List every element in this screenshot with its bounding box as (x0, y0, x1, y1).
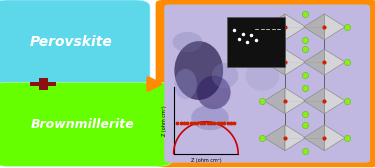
FancyBboxPatch shape (0, 82, 172, 166)
FancyBboxPatch shape (39, 78, 48, 90)
Ellipse shape (174, 69, 197, 99)
Ellipse shape (191, 105, 229, 130)
Polygon shape (304, 14, 324, 40)
Polygon shape (324, 125, 345, 151)
Ellipse shape (172, 32, 202, 52)
Polygon shape (264, 125, 285, 151)
Text: Brownmillerite: Brownmillerite (31, 118, 134, 131)
Ellipse shape (236, 32, 274, 52)
FancyBboxPatch shape (227, 17, 285, 67)
FancyBboxPatch shape (0, 0, 150, 84)
Ellipse shape (212, 63, 238, 88)
Polygon shape (304, 125, 324, 151)
Text: Perovskite: Perovskite (30, 35, 112, 49)
Polygon shape (304, 49, 324, 75)
Polygon shape (264, 49, 285, 75)
Ellipse shape (197, 76, 231, 109)
Text: Z (ohm cm²): Z (ohm cm²) (190, 158, 221, 163)
Polygon shape (264, 14, 285, 40)
FancyBboxPatch shape (30, 82, 56, 86)
Ellipse shape (174, 41, 223, 100)
Polygon shape (324, 49, 345, 75)
Polygon shape (285, 125, 306, 151)
FancyBboxPatch shape (156, 0, 375, 167)
Polygon shape (304, 88, 324, 114)
FancyBboxPatch shape (164, 5, 370, 163)
Polygon shape (285, 49, 306, 75)
Polygon shape (285, 88, 306, 114)
Text: Z (ohm cm²): Z (ohm cm²) (162, 105, 167, 136)
Polygon shape (285, 14, 306, 40)
Ellipse shape (246, 60, 279, 91)
Polygon shape (264, 88, 285, 114)
Polygon shape (324, 14, 345, 40)
Polygon shape (324, 88, 345, 114)
